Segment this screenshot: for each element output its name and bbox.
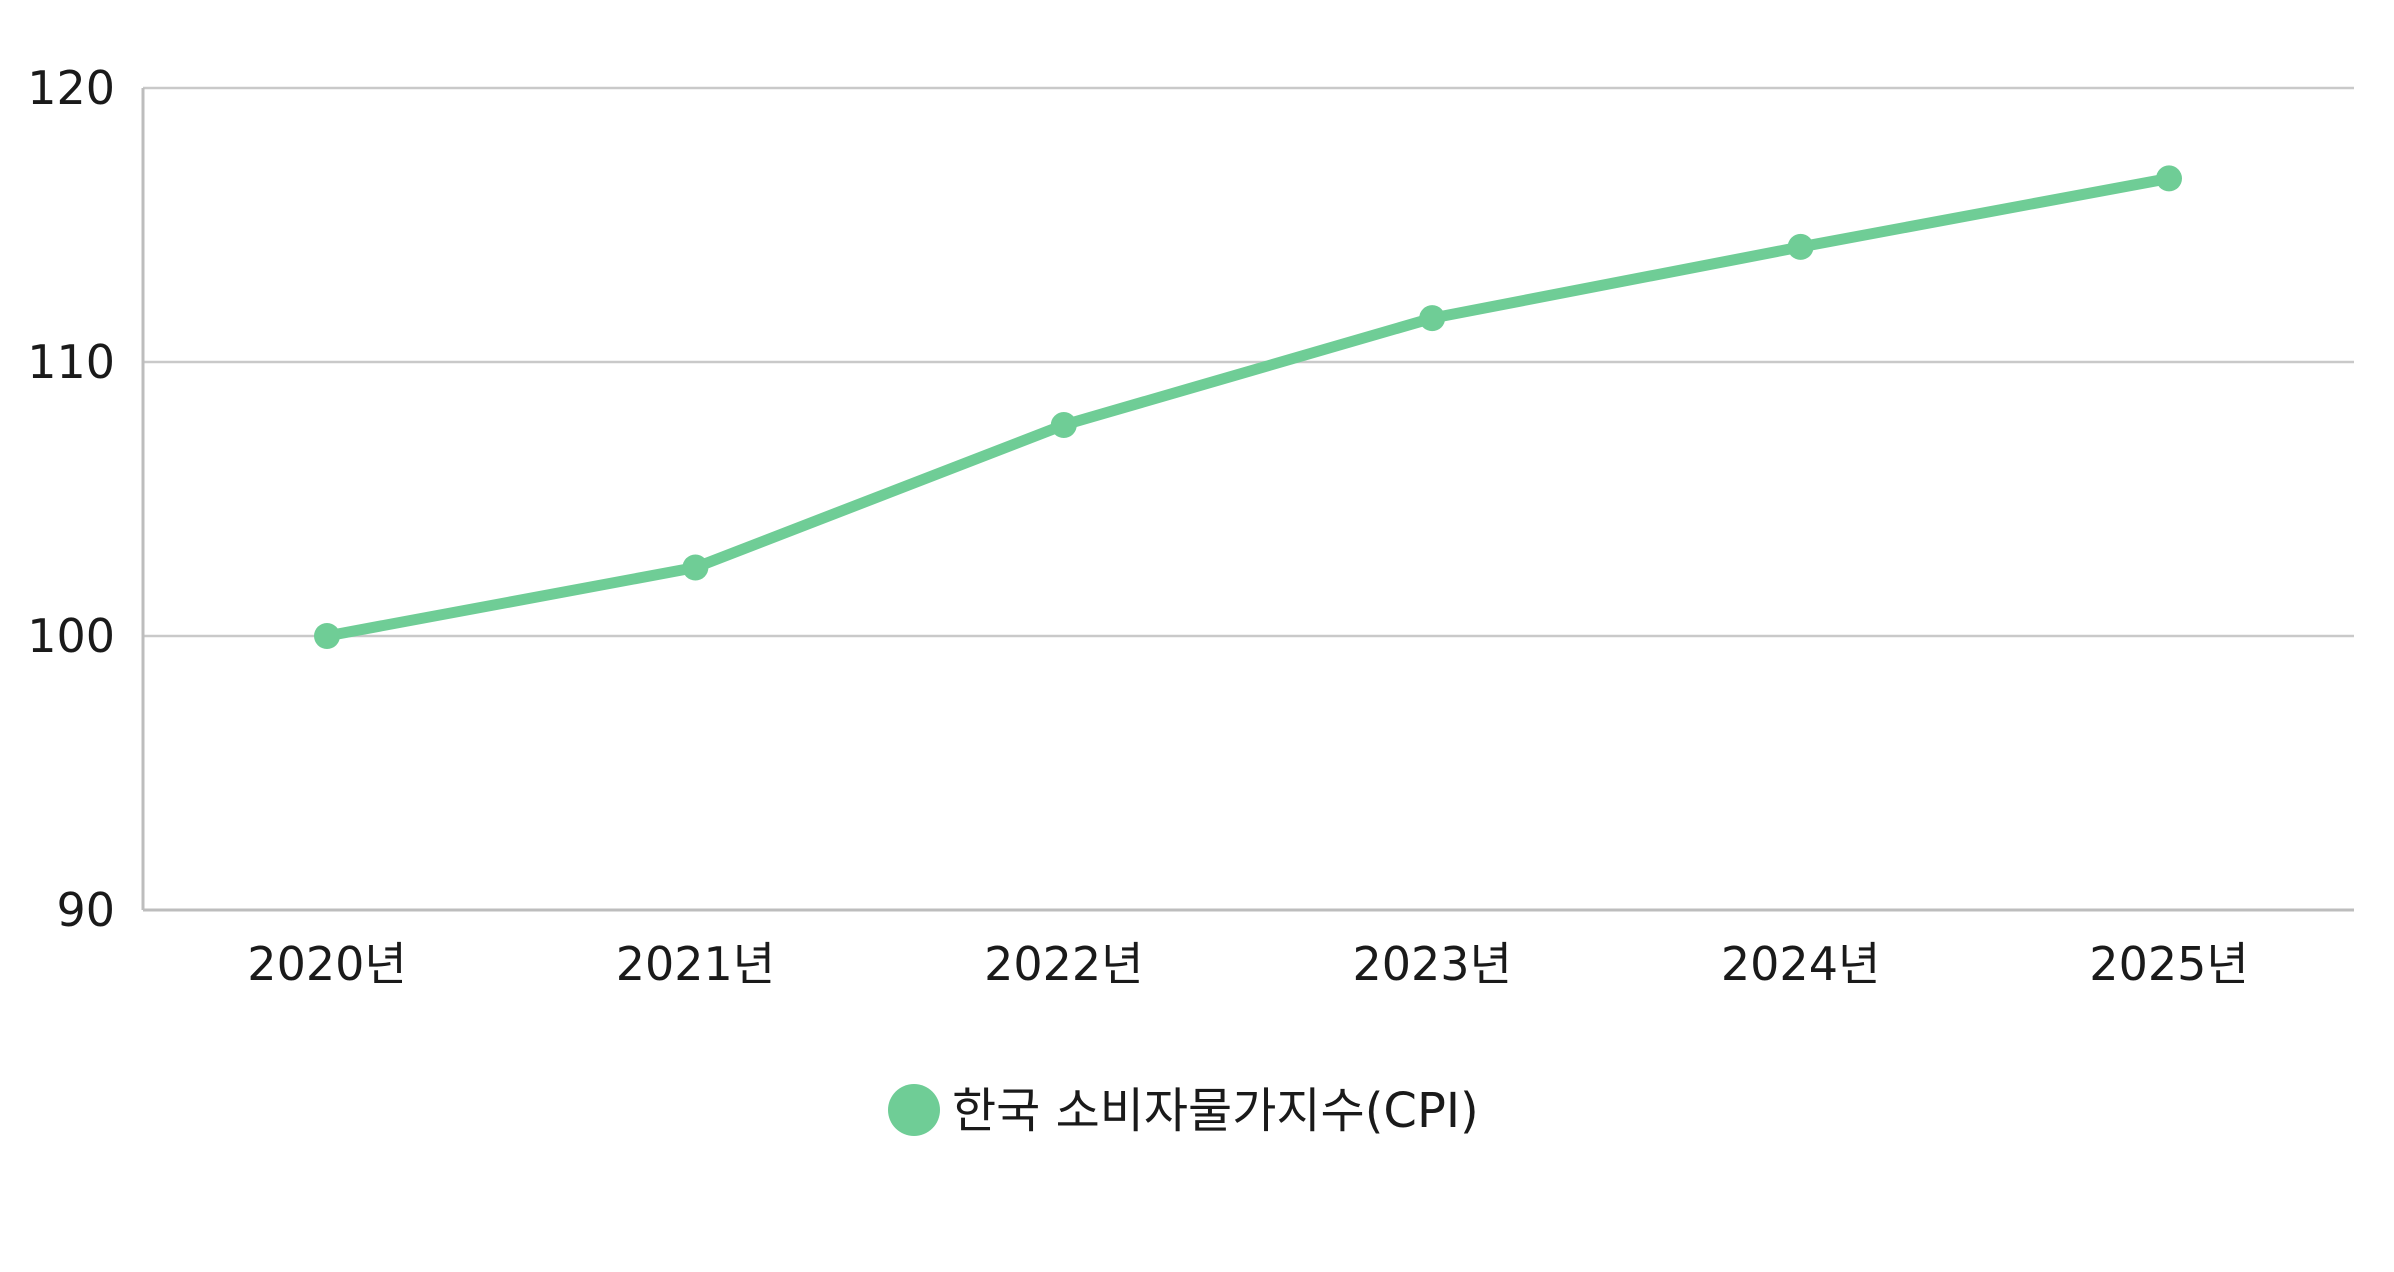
series-points bbox=[314, 165, 2182, 649]
legend-swatch-icon bbox=[888, 1084, 940, 1136]
x-tick-label: 2020년 bbox=[247, 937, 406, 991]
x-tick-label: 2024년 bbox=[1721, 937, 1880, 991]
data-point[interactable] bbox=[314, 623, 340, 649]
legend[interactable]: 한국 소비자물가지수(CPI) bbox=[888, 1083, 1479, 1139]
data-point[interactable] bbox=[2156, 165, 2182, 192]
x-tick-labels: 2020년 2021년 2022년 2023년 2024년 2025년 bbox=[247, 937, 2248, 991]
data-point[interactable] bbox=[682, 554, 709, 581]
data-point[interactable] bbox=[1050, 412, 1077, 439]
y-tick-label: 110 bbox=[27, 335, 115, 389]
y-tick-label: 100 bbox=[27, 609, 115, 663]
x-tick-label: 2022년 bbox=[984, 937, 1143, 991]
data-point[interactable] bbox=[1787, 233, 1814, 260]
gridlines bbox=[143, 86, 2354, 638]
x-tick-label: 2025년 bbox=[2089, 937, 2248, 991]
legend-label: 한국 소비자물가지수(CPI) bbox=[952, 1083, 1479, 1139]
series-line bbox=[321, 172, 2175, 642]
y-tick-label: 90 bbox=[56, 883, 115, 937]
data-point[interactable] bbox=[1419, 305, 1446, 332]
y-tick-labels: 90 100 110 120 bbox=[27, 61, 115, 937]
y-tick-label: 120 bbox=[27, 61, 115, 115]
x-tick-label: 2021년 bbox=[616, 937, 775, 991]
series-lines bbox=[321, 172, 2175, 642]
x-tick-label: 2023년 bbox=[1353, 937, 1512, 991]
axes bbox=[141, 88, 2354, 912]
